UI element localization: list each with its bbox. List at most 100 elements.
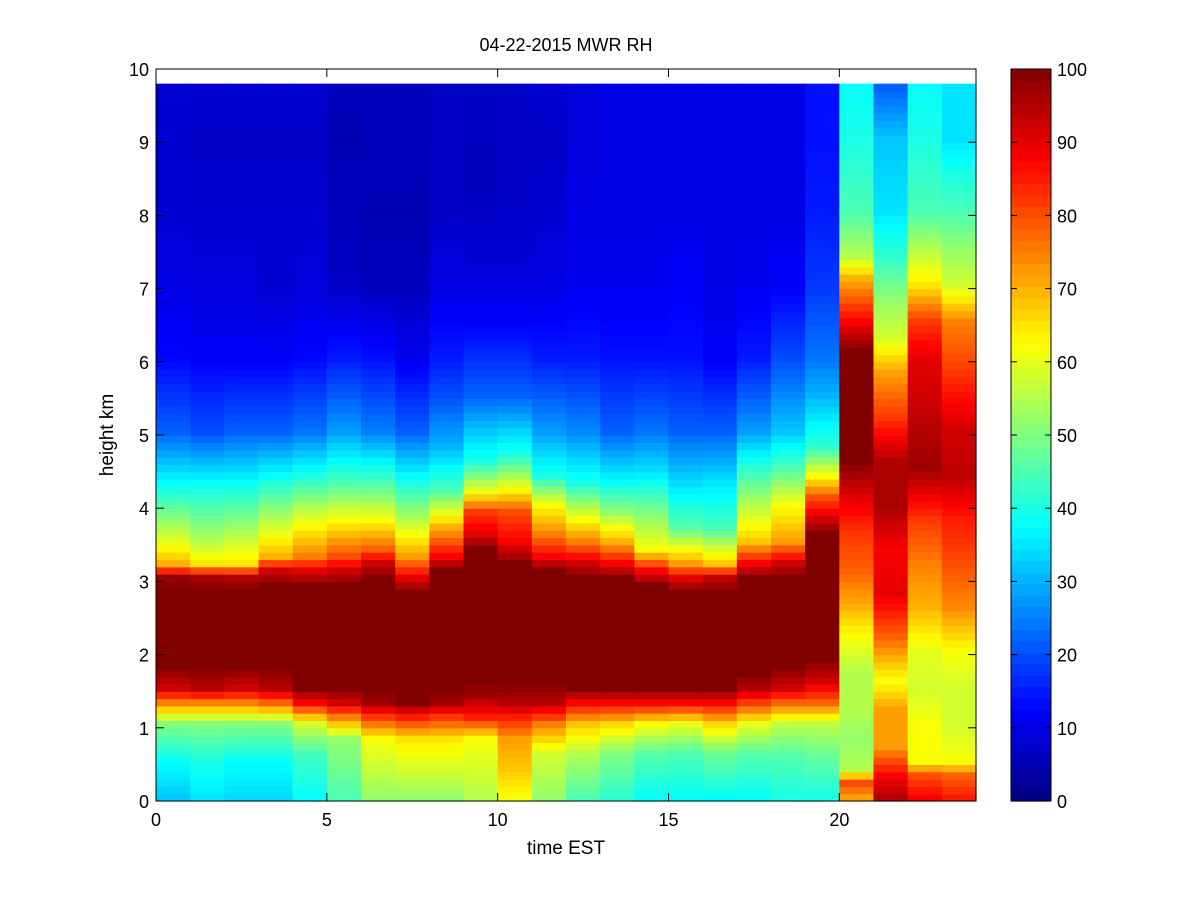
heatmap-cell — [805, 705, 840, 714]
heatmap-cell — [873, 449, 909, 458]
heatmap-cell — [736, 618, 772, 626]
heatmap-cell — [156, 552, 191, 561]
heatmap-cell — [839, 325, 875, 334]
heatmap-cell — [190, 442, 225, 451]
heatmap-cell — [531, 574, 567, 582]
heatmap-cell — [258, 771, 294, 780]
heatmap-cell — [395, 661, 430, 670]
colorbar-band — [1011, 663, 1051, 676]
heatmap-cell — [839, 661, 875, 670]
heatmap-cell — [190, 581, 225, 590]
heatmap-cell — [907, 515, 943, 524]
heatmap-cell — [326, 369, 362, 378]
heatmap-cell — [497, 654, 533, 663]
heatmap-cell — [395, 544, 430, 553]
heatmap-cell — [395, 764, 430, 773]
heatmap-cell — [326, 552, 362, 561]
heatmap-cell — [941, 303, 977, 312]
heatmap-cell — [805, 530, 840, 539]
heatmap-cell — [361, 493, 396, 502]
heatmap-cell — [941, 149, 977, 158]
heatmap-cell — [736, 273, 772, 282]
heatmap-cell — [600, 413, 635, 421]
heatmap-cell — [429, 295, 465, 304]
heatmap-cell — [463, 493, 499, 502]
heatmap-cell — [566, 764, 601, 773]
heatmap-cell — [224, 647, 260, 656]
heatmap-cell — [600, 669, 635, 678]
heatmap-cell — [361, 779, 396, 787]
heatmap-cell — [736, 610, 772, 619]
heatmap-cell — [395, 647, 430, 656]
heatmap-cell — [566, 530, 601, 539]
heatmap-cell — [463, 727, 499, 736]
heatmap-cell — [805, 112, 840, 121]
heatmap-cell — [292, 149, 328, 158]
heatmap-cell — [634, 325, 670, 334]
heatmap-cell — [600, 90, 635, 99]
heatmap-cell — [600, 120, 635, 129]
heatmap-cell — [771, 325, 806, 334]
heatmap-cell — [600, 252, 635, 260]
x-tick-label: 15 — [658, 810, 678, 830]
heatmap-cell — [805, 742, 840, 751]
heatmap-cell — [361, 215, 396, 224]
heatmap-cell — [771, 83, 806, 92]
heatmap-cell — [429, 90, 465, 99]
heatmap-cell — [531, 405, 567, 414]
heatmap-cell — [634, 486, 670, 495]
heatmap-cell — [873, 398, 909, 407]
heatmap-cell — [361, 713, 396, 722]
heatmap-cell — [156, 603, 191, 612]
heatmap-cell — [805, 764, 840, 773]
heatmap-cell — [190, 515, 225, 524]
heatmap-cell — [600, 559, 635, 568]
heatmap-cell — [907, 647, 943, 656]
heatmap-cell — [292, 698, 328, 707]
heatmap-cell — [292, 574, 328, 582]
heatmap-cell — [566, 361, 601, 370]
heatmap-cell — [839, 779, 875, 787]
heatmap-cell — [702, 464, 738, 473]
heatmap-cell — [702, 332, 738, 341]
heatmap-cell — [326, 581, 362, 590]
heatmap-cell — [497, 596, 533, 604]
heatmap-cell — [839, 105, 875, 114]
heatmap-cell — [463, 713, 499, 722]
heatmap-cell — [566, 369, 601, 378]
heatmap-cell — [634, 530, 670, 539]
heatmap-cell — [361, 112, 396, 121]
heatmap-cell — [531, 288, 567, 297]
heatmap-cell — [224, 266, 260, 275]
heatmap-cell — [224, 347, 260, 356]
heatmap-cell — [497, 252, 533, 260]
heatmap-cell — [600, 361, 635, 370]
heatmap-cell — [805, 178, 840, 187]
heatmap-cell — [736, 142, 772, 151]
heatmap-cell — [224, 427, 260, 436]
heatmap-cell — [361, 164, 396, 173]
heatmap-cell — [634, 727, 670, 736]
heatmap-cell — [702, 749, 738, 758]
heatmap-cell — [395, 200, 430, 209]
heatmap-cell — [326, 405, 362, 414]
heatmap-cell — [668, 464, 704, 473]
heatmap-cell — [566, 303, 601, 312]
heatmap-cell — [429, 456, 465, 465]
heatmap-cell — [361, 171, 396, 180]
heatmap-cell — [156, 332, 191, 341]
heatmap-cell — [258, 134, 294, 143]
heatmap-cell — [702, 771, 738, 780]
colorbar-band — [1011, 595, 1051, 608]
heatmap-cell — [224, 691, 260, 700]
heatmap-cell — [361, 347, 396, 356]
heatmap-cell — [634, 435, 670, 443]
heatmap-cell — [941, 383, 977, 392]
heatmap-cell — [736, 654, 772, 663]
heatmap-cell — [702, 208, 738, 216]
heatmap-cell — [156, 369, 191, 378]
heatmap-cell — [634, 749, 670, 758]
heatmap-cell — [702, 757, 738, 765]
heatmap-cell — [805, 376, 840, 385]
heatmap-cell — [702, 369, 738, 378]
